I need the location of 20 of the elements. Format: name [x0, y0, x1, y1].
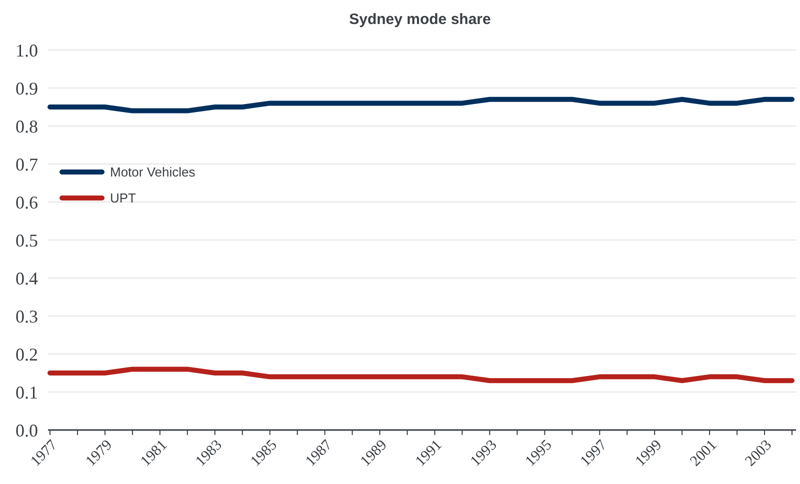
x-tick-label: 1983: [192, 437, 226, 470]
y-tick-label: 0.9: [16, 78, 38, 98]
legend-label: Motor Vehicles: [110, 164, 196, 180]
y-tick-label: 0.7: [16, 154, 38, 174]
y-tick-label: 0.5: [16, 230, 38, 250]
legend-label: UPT: [110, 190, 136, 206]
x-tick-label: 1991: [412, 437, 446, 470]
x-tick-label: 1989: [358, 437, 390, 470]
chart-title: Sydney mode share: [349, 11, 491, 28]
y-tick-label: 0.1: [16, 382, 38, 402]
y-tick-label: 0.4: [16, 268, 38, 288]
x-tick-label: 1999: [632, 437, 666, 470]
y-tick-label: 0.0: [16, 420, 38, 440]
y-tick-label: 0.2: [16, 344, 38, 364]
y-tick-label: 1.0: [16, 40, 38, 60]
y-tick-label: 0.3: [16, 306, 38, 326]
x-tick-label: 1981: [138, 437, 170, 470]
x-tick-label: 1979: [82, 437, 116, 470]
y-tick-label: 0.8: [16, 116, 38, 136]
y-tick-label: 0.6: [16, 192, 38, 212]
